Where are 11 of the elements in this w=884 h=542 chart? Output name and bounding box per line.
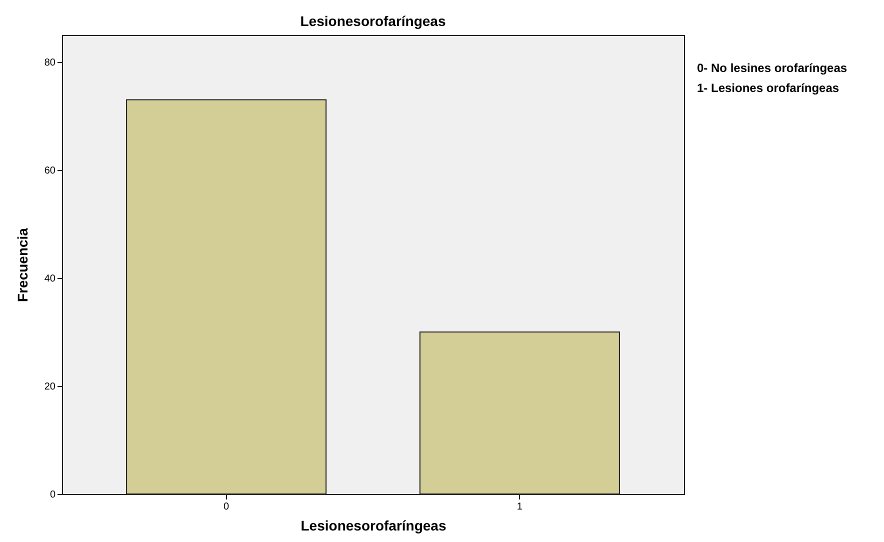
x-axis-title: Lesionesorofaríngeas [300,518,446,534]
chart-title: Lesionesorofaríngeas [300,13,446,29]
text: 1- Lesiones orofaríngeas [697,80,840,97]
y-axis-title: Frecuencia [14,228,30,302]
text: 0- No lesines orofaríngeas [697,60,848,77]
y-tick-label: 60 [44,166,56,176]
x-tick-label: 1 [516,502,523,512]
y-tick-label: 20 [44,382,56,392]
y-tick-label: 40 [44,274,56,284]
y-tick-label: 0 [50,490,56,500]
y-tick-label: 80 [44,58,56,68]
